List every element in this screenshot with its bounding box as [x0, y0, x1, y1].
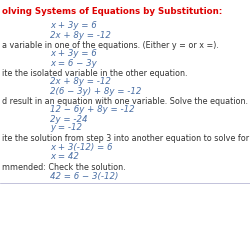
Text: olving Systems of Equations by Substitution:: olving Systems of Equations by Substitut… [2, 7, 223, 16]
Text: x + 3y = 6: x + 3y = 6 [50, 50, 97, 58]
Text: d result in an equation with one variable. Solve the equation.: d result in an equation with one variabl… [2, 96, 248, 106]
Text: 2x + 8y = -12: 2x + 8y = -12 [50, 30, 111, 40]
Text: 42 = 6 − 3(-12): 42 = 6 − 3(-12) [50, 172, 118, 180]
Text: ite the isolated variable in the other equation.: ite the isolated variable in the other e… [2, 68, 188, 78]
Text: ite the solution from step 3 into another equation to solve for the other: ite the solution from step 3 into anothe… [2, 134, 250, 143]
Text: a variable in one of the equations. (Either y = or x =).: a variable in one of the equations. (Eit… [2, 40, 220, 50]
Text: 2(6 − 3y) + 8y = -12: 2(6 − 3y) + 8y = -12 [50, 86, 142, 96]
Text: x + 3y = 6: x + 3y = 6 [50, 21, 97, 30]
Text: mmended: Check the solution.: mmended: Check the solution. [2, 162, 126, 172]
Text: 2x + 8y = -12: 2x + 8y = -12 [50, 78, 111, 86]
Text: 12 − 6y + 8y = -12: 12 − 6y + 8y = -12 [50, 106, 134, 114]
Text: x = 42: x = 42 [50, 152, 79, 161]
Text: x = 6 − 3y: x = 6 − 3y [50, 58, 97, 68]
Text: x + 3(-12) = 6: x + 3(-12) = 6 [50, 143, 112, 152]
Text: 2y = -24: 2y = -24 [50, 114, 88, 124]
Text: y = -12: y = -12 [50, 124, 82, 132]
